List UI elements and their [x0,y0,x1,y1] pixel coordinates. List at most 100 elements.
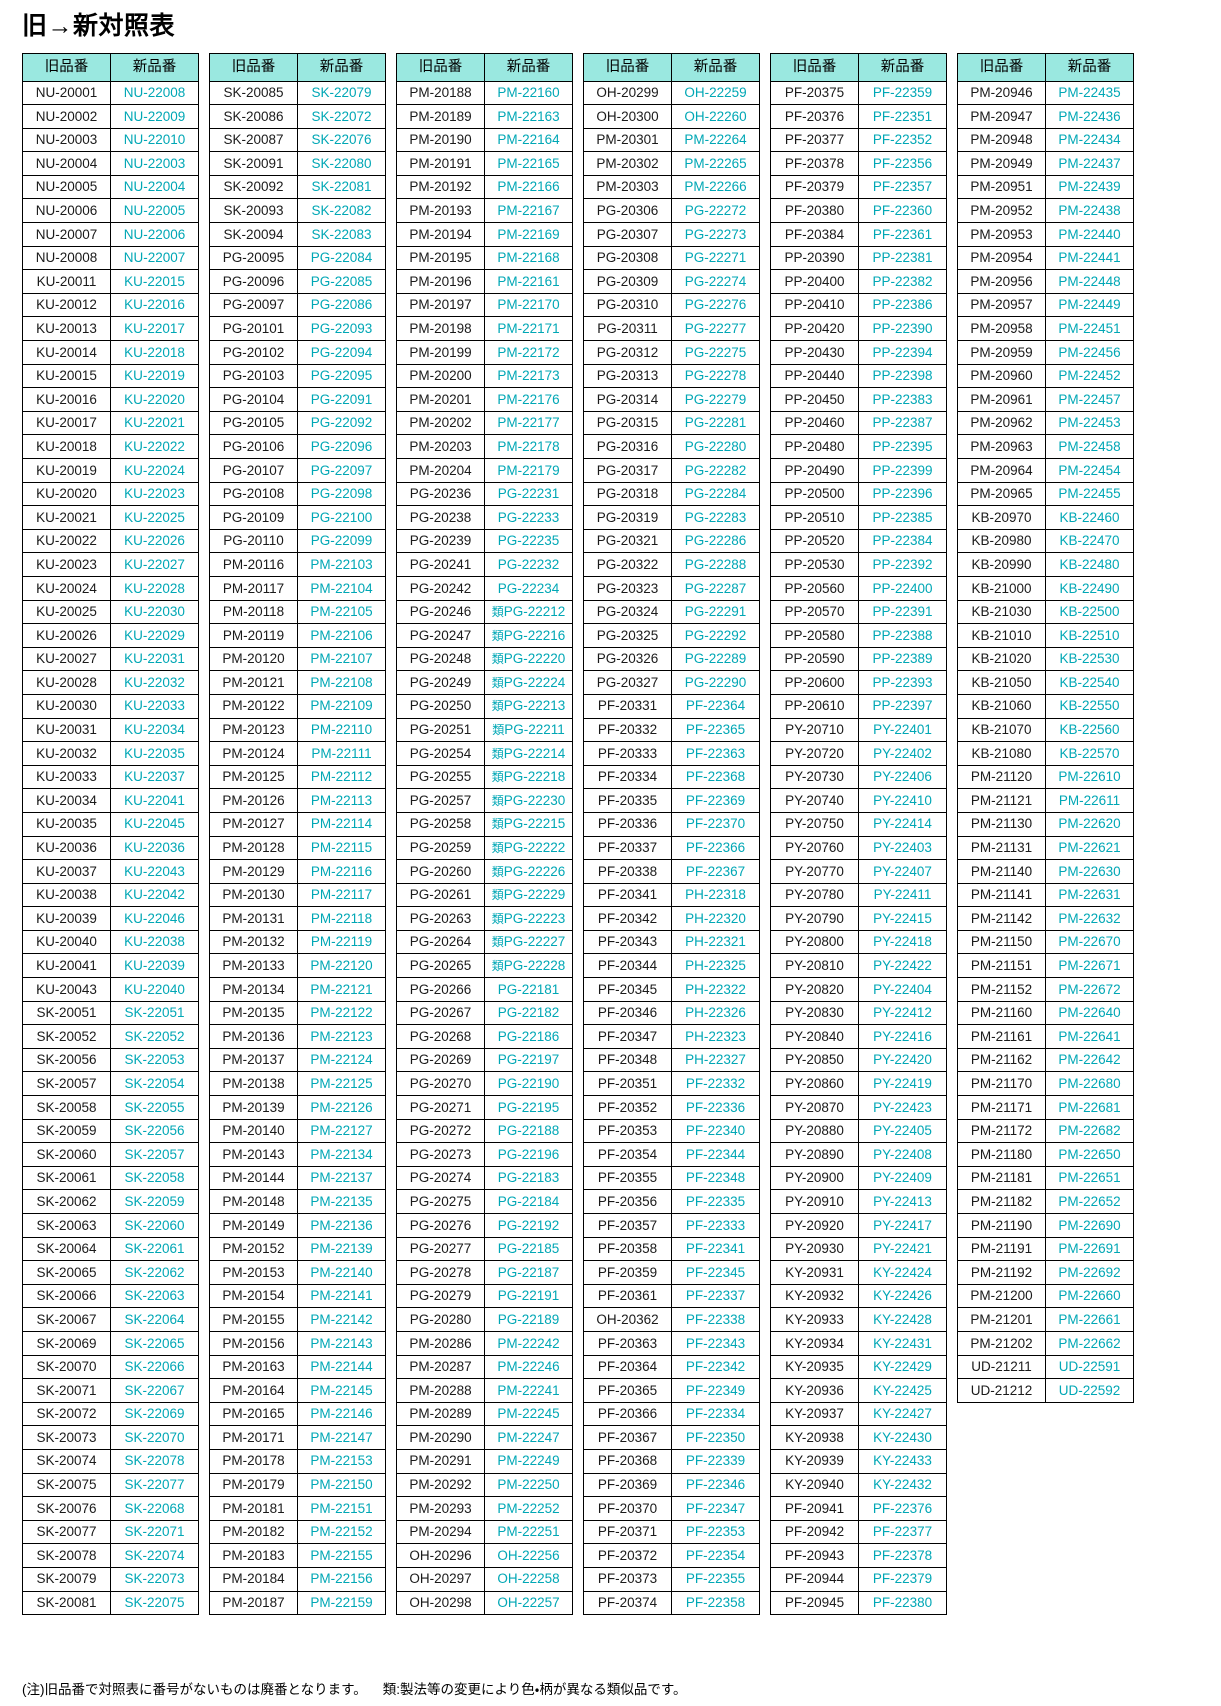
new-part-number: PM-22453 [1045,410,1134,436]
table-header-row: 旧品番 新品番 [22,52,199,82]
table-row: PM-21150 PM-22670 [957,929,1134,955]
column-header-new-part-number: 新品番 [297,52,386,82]
old-part-number: SK-20061 [22,1165,111,1191]
table-row: PM-20956 PM-22448 [957,269,1134,294]
new-part-number: 類PG-22213 [484,693,573,719]
old-part-number: KU-20027 [22,646,111,672]
new-part-number: PM-22139 [297,1236,386,1262]
new-part-number: SK-22071 [110,1519,199,1545]
table-row: SK-20065 SK-22062 [22,1260,199,1285]
table-row: PM-20153 PM-22140 [209,1260,386,1285]
new-part-number: PM-22110 [297,717,386,743]
new-part-number: PM-22610 [1045,764,1134,790]
new-part-number: PF-22336 [671,1095,760,1120]
new-part-number: PF-22346 [671,1472,760,1498]
old-part-number: PY-20850 [770,1047,859,1073]
old-part-number: PG-20251 [396,717,485,743]
new-part-number: PF-22341 [671,1236,760,1262]
new-part-number: PH-22323 [671,1024,760,1049]
new-part-number: PM-22151 [297,1496,386,1521]
old-part-number: SK-20056 [22,1047,111,1073]
table-row: KB-21010 KB-22510 [957,623,1134,648]
old-part-number: PY-20920 [770,1213,859,1238]
old-part-number: PM-20303 [583,174,672,200]
new-part-number: OH-22258 [484,1566,573,1592]
table-row: PP-20490 PP-22399 [770,458,947,483]
new-part-number: PM-22661 [1045,1307,1134,1332]
new-part-number: SK-22067 [110,1378,199,1403]
new-part-number: PG-22100 [297,505,386,530]
old-part-number: PG-20321 [583,528,672,554]
table-row: PG-20260 類PG-22226 [396,859,573,884]
old-part-number: PF-20365 [583,1378,672,1403]
old-part-number: PP-20480 [770,434,859,459]
table-row: KU-20014 KU-22018 [22,340,199,365]
table-row: PM-20303 PM-22266 [583,174,760,200]
table-row: PM-21170 PM-22680 [957,1071,1134,1097]
new-part-number: 類PG-22214 [484,741,573,766]
table-row: SK-20051 SK-22051 [22,1000,199,1026]
old-part-number: NU-20008 [22,245,111,271]
new-part-number: PF-22333 [671,1213,760,1238]
old-part-number: PG-20271 [396,1095,485,1120]
old-part-number: PF-20374 [583,1590,672,1616]
new-part-number: PM-22136 [297,1213,386,1238]
new-part-number: PP-22398 [858,363,947,389]
old-part-number: SK-20058 [22,1095,111,1120]
table-row: PM-21171 PM-22681 [957,1095,1134,1120]
old-part-number: PG-20105 [209,410,298,436]
new-part-number: KY-22433 [858,1448,947,1474]
table-row: PY-20870 PY-22423 [770,1095,947,1120]
table-row: SK-20069 SK-22065 [22,1330,199,1356]
table-row: KU-20018 KU-22022 [22,434,199,459]
table-row: PG-20258 類PG-22215 [396,811,573,837]
old-part-number: PF-20348 [583,1047,672,1073]
old-part-number: PG-20103 [209,363,298,389]
new-part-number: SK-22052 [110,1024,199,1049]
old-part-number: PM-20301 [583,127,672,153]
table-row: PF-20374 PF-22358 [583,1590,760,1616]
new-part-number: PM-22142 [297,1307,386,1332]
table-row: KU-20030 KU-22033 [22,693,199,719]
old-part-number: PM-20195 [396,245,485,271]
table-row: SK-20056 SK-22053 [22,1047,199,1073]
new-part-number: KU-22017 [110,316,199,342]
table-row: PM-20197 PM-22170 [396,292,573,318]
new-part-number: PY-22423 [858,1095,947,1120]
new-part-number: PG-22187 [484,1260,573,1285]
old-part-number: PY-20890 [770,1142,859,1167]
new-part-number: PM-22640 [1045,1000,1134,1026]
new-part-number: PM-22246 [484,1354,573,1380]
table-row: KU-20012 KU-22016 [22,292,199,318]
new-part-number: 類PG-22211 [484,717,573,743]
table-row: PM-20289 PM-22245 [396,1401,573,1427]
old-part-number: PF-20378 [770,151,859,176]
table-row: PG-20272 PG-22188 [396,1118,573,1144]
old-part-number: KU-20026 [22,623,111,648]
old-part-number: PG-20106 [209,434,298,459]
table-row: PM-20133 PM-22120 [209,953,386,979]
new-part-number: PM-22121 [297,977,386,1002]
old-part-number: PM-20965 [957,481,1046,507]
old-part-number: PF-20331 [583,693,672,719]
new-part-number: PH-22327 [671,1047,760,1073]
new-part-number: KB-22510 [1045,623,1134,648]
old-part-number: PP-20440 [770,363,859,389]
old-part-number: PG-20259 [396,835,485,861]
table-row: PM-20962 PM-22453 [957,410,1134,436]
similar-product-marker: 類 [491,793,504,808]
column-header-new-part-number: 新品番 [484,52,573,82]
table-row: PM-20946 PM-22435 [957,80,1134,106]
table-row: PP-20560 PP-22400 [770,575,947,601]
old-part-number: PG-20280 [396,1307,485,1332]
column-header-new-part-number: 新品番 [671,52,760,82]
old-part-number: KB-21010 [957,623,1046,648]
old-part-number: PM-20198 [396,316,485,342]
old-part-number: PM-20964 [957,458,1046,483]
old-part-number: PM-21152 [957,977,1046,1002]
new-part-number: PM-22660 [1045,1283,1134,1309]
new-part-number: PM-22153 [297,1448,386,1474]
new-part-number: KU-22046 [110,906,199,931]
table-row: KU-20035 KU-22045 [22,811,199,837]
old-part-number: PY-20860 [770,1071,859,1097]
